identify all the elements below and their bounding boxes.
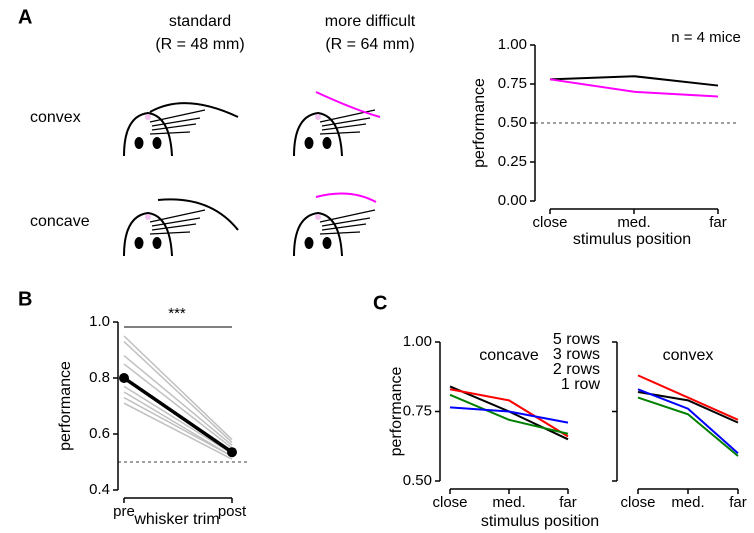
x-tick-label: post bbox=[218, 503, 247, 520]
x-tick-label: far bbox=[729, 494, 747, 511]
x-tick-label: far bbox=[709, 214, 727, 231]
y-axis-label: performance bbox=[388, 366, 405, 456]
annotation: n = 4 mice bbox=[671, 29, 741, 46]
x-tick-label: med. bbox=[492, 494, 525, 511]
x-tick-label: close bbox=[620, 494, 655, 511]
row-label: convex bbox=[30, 109, 81, 126]
annotation: *** bbox=[168, 305, 186, 322]
y-tick-label: 0.50 bbox=[498, 114, 527, 131]
x-axis-label: stimulus position bbox=[573, 231, 691, 248]
y-tick-label: 0.75 bbox=[403, 402, 432, 419]
x-tick-label: med. bbox=[617, 214, 650, 231]
series-line bbox=[123, 385, 233, 455]
series-line bbox=[637, 396, 739, 457]
diagram: standard (R = 48 mm) more difficult (R =… bbox=[30, 13, 416, 257]
subplot-title: convex bbox=[663, 347, 714, 364]
y-tick-label: 1.00 bbox=[498, 36, 527, 53]
y-tick-label: 0.4 bbox=[89, 481, 110, 498]
y-tick-label: 0.75 bbox=[498, 75, 527, 92]
series-line bbox=[637, 388, 739, 454]
y-tick-label: 0.50 bbox=[403, 472, 432, 489]
series-line bbox=[123, 355, 233, 446]
series-line bbox=[637, 374, 739, 421]
x-tick-label: pre bbox=[113, 503, 135, 520]
series-line bbox=[123, 402, 233, 460]
column-title: standard bbox=[169, 13, 231, 30]
mouse-sketches bbox=[123, 91, 381, 257]
series-line bbox=[123, 363, 233, 449]
x-axis-label: whisker trim bbox=[133, 511, 219, 528]
subplot-title: concave bbox=[479, 347, 539, 364]
series-line bbox=[549, 78, 719, 98]
series-line bbox=[449, 385, 569, 441]
x-tick-label: far bbox=[559, 494, 577, 511]
series-line bbox=[123, 335, 233, 441]
x-tick-label: close bbox=[432, 494, 467, 511]
series-line bbox=[123, 391, 233, 458]
panel-letter: B bbox=[18, 288, 32, 310]
column-title: more difficult bbox=[325, 13, 416, 30]
series-line bbox=[449, 393, 569, 435]
y-tick-label: 1.0 bbox=[89, 313, 110, 330]
legend-entry: 5 rows bbox=[553, 331, 600, 348]
y-tick-label: 0.8 bbox=[89, 369, 110, 386]
point bbox=[119, 373, 129, 383]
x-axis-label: stimulus position bbox=[481, 513, 599, 530]
legend-entry: 2 rows bbox=[553, 361, 600, 378]
y-tick-label: 0.6 bbox=[89, 425, 110, 442]
y-axis-label: performance bbox=[57, 361, 74, 451]
series-line bbox=[123, 376, 233, 454]
y-tick-label: 0.00 bbox=[498, 192, 527, 209]
series-line bbox=[123, 396, 233, 458]
panel-letter: A bbox=[18, 6, 32, 28]
panel-letter: C bbox=[373, 292, 387, 314]
point bbox=[227, 447, 237, 458]
y-tick-label: 1.00 bbox=[403, 333, 432, 350]
legend-entry: 3 rows bbox=[553, 346, 600, 363]
column-subtitle: (R = 48 mm) bbox=[155, 36, 244, 53]
column-subtitle: (R = 64 mm) bbox=[325, 36, 414, 53]
x-tick-label: close bbox=[532, 214, 567, 231]
y-axis-label: performance bbox=[471, 78, 488, 168]
x-tick-label: med. bbox=[671, 494, 704, 511]
series-line bbox=[449, 388, 569, 438]
legend-entry: 1 row bbox=[561, 376, 601, 393]
row-label: concave bbox=[30, 213, 90, 230]
series-line bbox=[123, 341, 233, 443]
series-line bbox=[549, 75, 719, 87]
series-line bbox=[449, 406, 569, 424]
y-tick-label: 0.25 bbox=[498, 153, 527, 170]
